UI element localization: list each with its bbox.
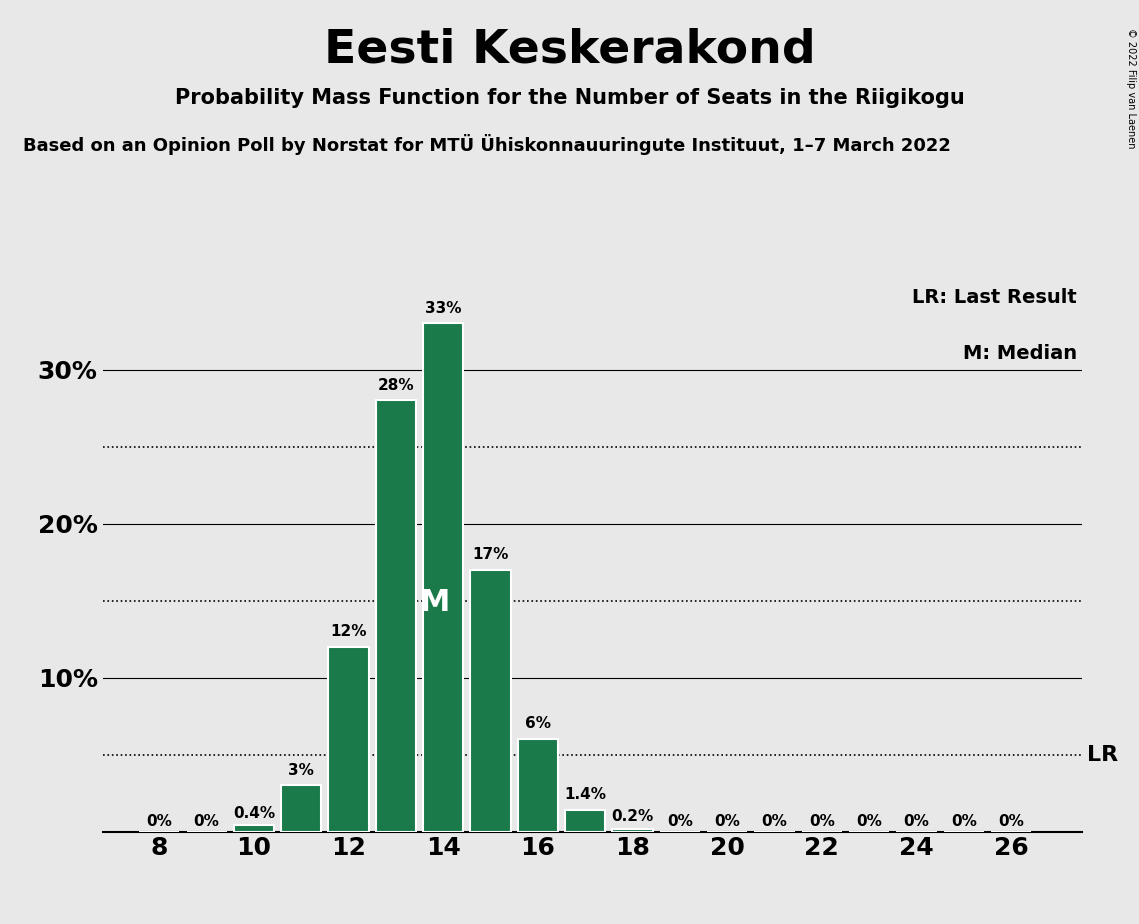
- Text: Probability Mass Function for the Number of Seats in the Riigikogu: Probability Mass Function for the Number…: [174, 88, 965, 108]
- Text: Eesti Keskerakond: Eesti Keskerakond: [323, 28, 816, 73]
- Text: 0%: 0%: [714, 813, 740, 829]
- Text: M: Median: M: Median: [964, 344, 1077, 363]
- Text: 0%: 0%: [762, 813, 787, 829]
- Text: Based on an Opinion Poll by Norstat for MTÜ Ühiskonnauuringute Instituut, 1–7 Ma: Based on an Opinion Poll by Norstat for …: [23, 134, 951, 155]
- Bar: [328, 647, 369, 832]
- Text: © 2022 Filip van Laenen: © 2022 Filip van Laenen: [1126, 28, 1136, 148]
- Bar: [423, 323, 464, 832]
- Bar: [233, 825, 274, 832]
- Text: 17%: 17%: [473, 547, 509, 562]
- Bar: [470, 570, 510, 832]
- Text: 0.2%: 0.2%: [612, 808, 654, 824]
- Text: 0%: 0%: [146, 813, 172, 829]
- Text: 28%: 28%: [378, 378, 415, 393]
- Text: LR: LR: [1087, 745, 1118, 764]
- Text: 0%: 0%: [857, 813, 882, 829]
- Text: 33%: 33%: [425, 300, 461, 316]
- Text: 0.4%: 0.4%: [232, 806, 274, 821]
- Text: 0%: 0%: [951, 813, 976, 829]
- Text: 1.4%: 1.4%: [564, 787, 606, 802]
- Text: LR: Last Result: LR: Last Result: [912, 288, 1077, 308]
- Text: 0%: 0%: [903, 813, 929, 829]
- Text: 6%: 6%: [525, 716, 551, 732]
- Bar: [281, 785, 321, 832]
- Bar: [518, 739, 558, 832]
- Text: M: M: [419, 589, 450, 617]
- Text: 0%: 0%: [667, 813, 693, 829]
- Text: 0%: 0%: [998, 813, 1024, 829]
- Bar: [376, 400, 416, 832]
- Bar: [565, 810, 605, 832]
- Text: 0%: 0%: [809, 813, 835, 829]
- Text: 0%: 0%: [194, 813, 220, 829]
- Text: 12%: 12%: [330, 624, 367, 639]
- Text: 3%: 3%: [288, 762, 314, 778]
- Bar: [613, 829, 653, 832]
